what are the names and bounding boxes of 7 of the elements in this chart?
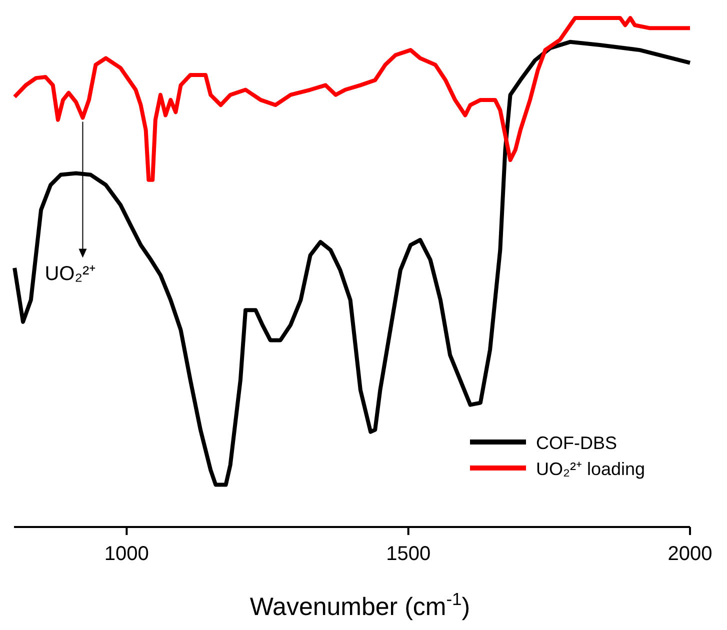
x-tick-label: 1000 [104,543,149,565]
x-tick-label: 1500 [386,543,431,565]
legend-label: COF-DBS [536,433,617,453]
legend-label: UO₂²⁺ loading [536,459,646,479]
annotation: UO₂²⁺ [44,262,96,285]
x-axis-title: Wavenumber (cm$^{-1}$) [250,589,470,621]
x-tick-label: 2000 [668,543,712,565]
